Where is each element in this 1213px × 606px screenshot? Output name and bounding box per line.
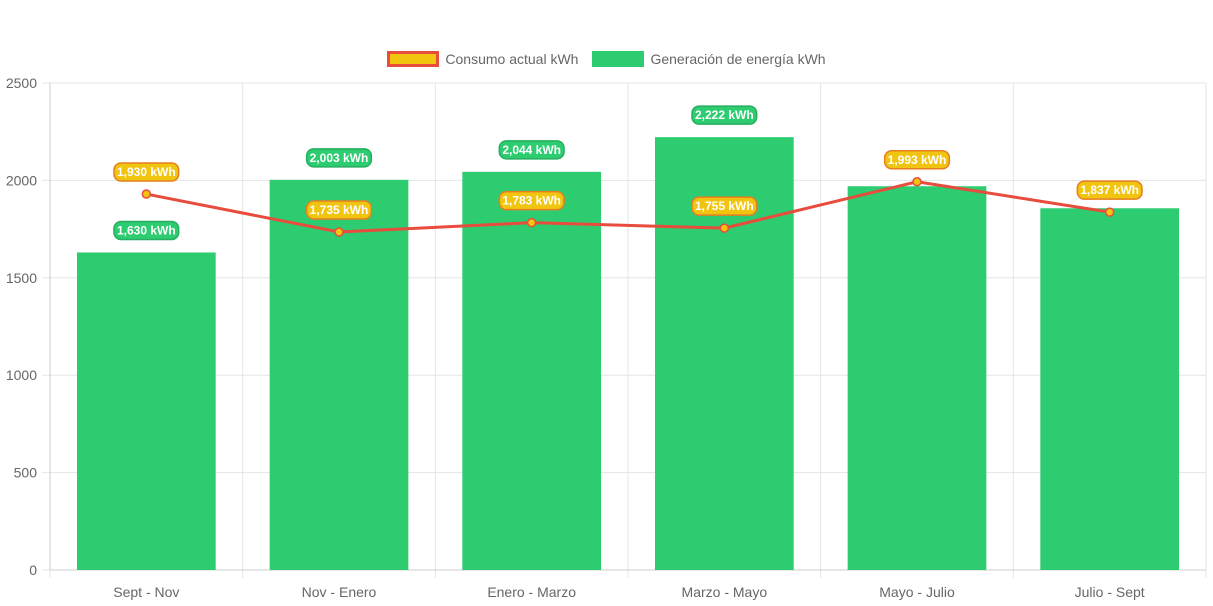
bar-label-generacion-badge bbox=[305, 148, 373, 168]
y-tick-label: 2000 bbox=[6, 172, 37, 188]
x-tick-label: Sept - Nov bbox=[113, 584, 179, 600]
legend-label-consumo: Consumo actual kWh bbox=[445, 51, 579, 67]
x-tick-label: Mayo - Julio bbox=[879, 584, 955, 600]
bar-generacion bbox=[1040, 208, 1180, 570]
bar-label-generacion: 2,044 kWh bbox=[502, 143, 561, 157]
bar-generacion bbox=[76, 252, 216, 570]
point-consumo bbox=[1104, 207, 1115, 217]
point-consumo bbox=[719, 223, 730, 233]
x-tick-label: Nov - Enero bbox=[302, 584, 377, 600]
legend: Consumo actual kWh Generación de energía… bbox=[0, 51, 1213, 67]
y-tick-label: 0 bbox=[29, 562, 37, 578]
x-tick-label: Marzo - Mayo bbox=[682, 584, 768, 600]
point-label-consumo-badge bbox=[113, 162, 180, 182]
point-label-consumo: 1,735 kWh bbox=[310, 203, 369, 217]
x-tick-label: Enero - Marzo bbox=[487, 584, 576, 600]
x-tick-label: Julio - Sept bbox=[1075, 584, 1145, 600]
bar-label-generacion-badge bbox=[113, 220, 180, 241]
point-label-consumo-badge bbox=[691, 196, 758, 216]
point-consumo bbox=[334, 227, 344, 237]
point-consumo bbox=[141, 189, 152, 199]
point-label-consumo-badge bbox=[1076, 180, 1143, 200]
bar-generacion bbox=[269, 179, 409, 570]
legend-item-generacion[interactable]: Generación de energía kWh bbox=[592, 51, 826, 67]
bar-label-generacion: 1,630 kWh bbox=[117, 223, 176, 237]
point-label-consumo: 1,993 kWh bbox=[888, 153, 947, 167]
y-tick-label: 2500 bbox=[6, 75, 37, 91]
bar-label-generacion-badge bbox=[498, 140, 565, 160]
point-label-consumo-badge bbox=[498, 190, 565, 211]
point-label-consumo: 1,783 kWh bbox=[502, 194, 561, 208]
point-label-consumo: 1,837 kWh bbox=[1080, 183, 1139, 197]
bar-generacion bbox=[462, 171, 602, 570]
y-tick-label: 500 bbox=[14, 465, 38, 481]
legend-swatch-consumo bbox=[387, 51, 440, 67]
point-label-consumo-badge bbox=[305, 200, 373, 220]
point-consumo bbox=[526, 217, 537, 228]
y-tick-label: 1000 bbox=[6, 367, 37, 383]
point-consumo bbox=[912, 177, 922, 187]
bar-label-generacion: 2,003 kWh bbox=[310, 151, 369, 165]
line-consumo bbox=[146, 180, 1110, 234]
legend-item-consumo[interactable]: Consumo actual kWh bbox=[387, 51, 578, 67]
y-tick-label: 1500 bbox=[6, 270, 37, 286]
legend-swatch-generacion bbox=[592, 51, 645, 67]
point-label-consumo: 1,930 kWh bbox=[117, 165, 176, 179]
point-label-consumo: 1,755 kWh bbox=[695, 199, 754, 213]
bar-generacion bbox=[847, 186, 987, 570]
bar-label-generacion: 2,222 kWh bbox=[695, 108, 754, 122]
legend-label-generacion: Generación de energía kWh bbox=[650, 51, 826, 67]
bar-label-generacion-badge bbox=[691, 105, 758, 125]
point-label-consumo-badge bbox=[883, 150, 951, 170]
